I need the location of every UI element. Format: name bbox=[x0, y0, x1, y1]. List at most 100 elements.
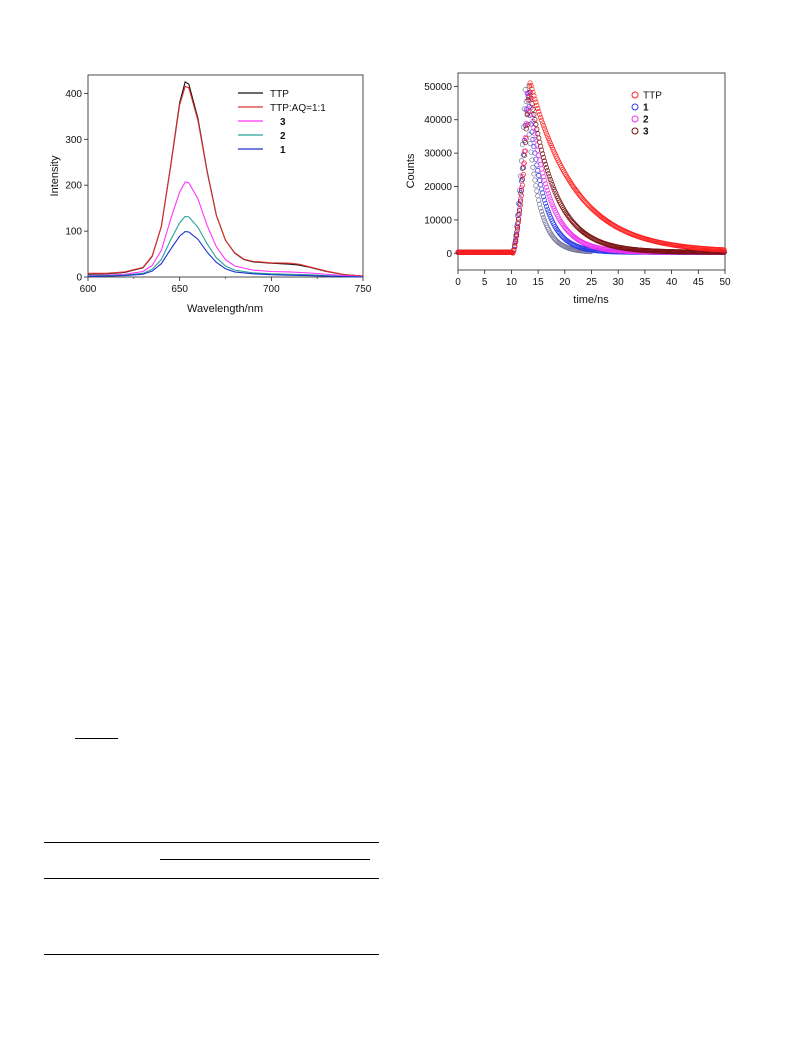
data-point bbox=[542, 181, 549, 187]
data-point bbox=[544, 206, 550, 212]
x-tick-label: 45 bbox=[693, 277, 705, 288]
data-point bbox=[532, 177, 538, 183]
data-point bbox=[523, 135, 529, 142]
data-point bbox=[529, 157, 535, 163]
series-line-1 bbox=[88, 85, 364, 277]
data-point bbox=[546, 174, 552, 180]
data-point bbox=[541, 125, 548, 131]
data-point bbox=[526, 131, 532, 137]
y-tick-label: 200 bbox=[65, 181, 82, 192]
data-point bbox=[517, 196, 524, 202]
x-ticks: 600 650 700 750 bbox=[80, 277, 372, 295]
x-tick-label: 5 bbox=[482, 277, 488, 288]
data-point bbox=[548, 179, 554, 185]
data-point bbox=[514, 233, 520, 239]
data-point bbox=[721, 247, 727, 253]
data-point bbox=[537, 201, 543, 207]
data-point bbox=[530, 136, 536, 143]
x-tick-label: 40 bbox=[666, 277, 678, 288]
y-tick-label: 100 bbox=[65, 227, 82, 238]
data-point bbox=[542, 220, 549, 226]
data-point bbox=[519, 177, 525, 183]
data-point bbox=[527, 141, 533, 147]
y-tick-label: 0 bbox=[446, 249, 452, 260]
table-header-rule bbox=[44, 878, 379, 879]
data-point bbox=[547, 176, 553, 182]
series-points-4 bbox=[455, 87, 594, 256]
legend-label: TTP bbox=[643, 91, 662, 102]
data-point bbox=[533, 137, 539, 143]
data-point bbox=[534, 188, 540, 194]
data-point bbox=[532, 150, 538, 156]
data-point bbox=[528, 149, 534, 155]
x-tick-label: 650 bbox=[171, 284, 188, 295]
y-tick-label: 400 bbox=[65, 89, 82, 100]
data-point bbox=[543, 165, 549, 171]
data-point bbox=[510, 250, 516, 256]
data-point bbox=[546, 138, 552, 144]
data-point bbox=[541, 123, 547, 129]
y-tick-label: 30000 bbox=[424, 149, 452, 160]
data-point bbox=[538, 114, 544, 120]
data-point bbox=[531, 93, 537, 99]
data-point bbox=[550, 184, 556, 190]
legend-label: 1 bbox=[643, 103, 649, 114]
x-tick-label: 700 bbox=[263, 284, 280, 295]
data-point bbox=[545, 135, 551, 141]
data-point bbox=[538, 205, 544, 211]
legend-marker bbox=[631, 115, 639, 123]
legend-label: 3 bbox=[643, 127, 649, 138]
data-point bbox=[534, 162, 540, 168]
x-axis-title: time/ns bbox=[573, 294, 609, 306]
y-tick-label: 0 bbox=[76, 273, 82, 284]
series-line-4 bbox=[87, 230, 364, 278]
data-point bbox=[517, 202, 524, 208]
legend-marker bbox=[631, 91, 639, 99]
data-point bbox=[549, 201, 555, 207]
data-point bbox=[545, 171, 551, 177]
data-point bbox=[544, 187, 550, 194]
data-point bbox=[536, 197, 542, 203]
data-point bbox=[517, 190, 524, 196]
data-point bbox=[513, 232, 519, 239]
legend-label: 3 bbox=[280, 117, 286, 128]
data-point bbox=[520, 171, 526, 177]
data-point bbox=[533, 99, 539, 105]
legend-label: TTP bbox=[270, 89, 289, 100]
series-points-3 bbox=[455, 83, 727, 256]
data-point bbox=[528, 83, 534, 89]
series-line-2 bbox=[87, 181, 364, 278]
data-point bbox=[515, 225, 521, 231]
data-point bbox=[542, 200, 549, 206]
data-point bbox=[534, 102, 540, 109]
data-point bbox=[544, 133, 550, 139]
data-point bbox=[532, 131, 538, 137]
data-point bbox=[540, 212, 546, 218]
data-point bbox=[541, 217, 548, 224]
data-point bbox=[538, 182, 544, 188]
data-point bbox=[541, 177, 548, 184]
data-point bbox=[532, 96, 538, 102]
y-tick-label: 20000 bbox=[424, 182, 452, 193]
data-point bbox=[535, 131, 541, 137]
y-tick-label: 40000 bbox=[424, 115, 452, 126]
y-tick-label: 300 bbox=[65, 135, 82, 146]
data-point bbox=[536, 173, 542, 179]
data-point bbox=[524, 112, 530, 118]
data-point bbox=[518, 188, 524, 194]
data-point bbox=[519, 182, 525, 188]
data-point bbox=[516, 211, 523, 217]
data-point bbox=[526, 83, 532, 89]
data-point bbox=[542, 161, 549, 167]
series-points-0 bbox=[455, 80, 727, 256]
data-point bbox=[540, 151, 546, 157]
data-point bbox=[526, 95, 532, 101]
data-point bbox=[549, 182, 555, 188]
data-point bbox=[543, 203, 549, 209]
data-point bbox=[543, 130, 549, 137]
data-point bbox=[516, 208, 523, 214]
data-point bbox=[543, 184, 549, 190]
x-tick-label: 15 bbox=[533, 277, 545, 288]
data-point bbox=[529, 112, 535, 118]
x-tick-label: 600 bbox=[80, 284, 97, 295]
